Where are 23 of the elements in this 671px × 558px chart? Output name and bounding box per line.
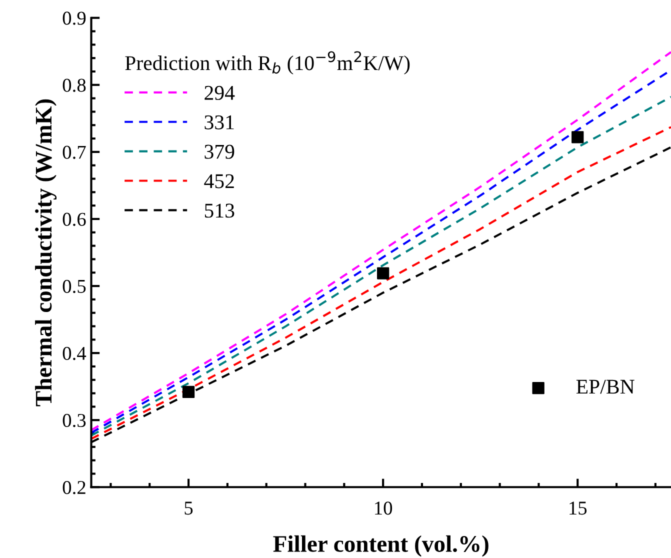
x-tick-label: 5 <box>184 502 193 515</box>
y-tick-label: 0.3 <box>62 414 86 428</box>
point <box>572 131 584 144</box>
legend-label: EP/BN <box>576 380 634 394</box>
y-tick-label: 0.9 <box>62 12 86 25</box>
legend-label: 294 <box>204 86 235 100</box>
y-tick-label: 0.8 <box>62 78 86 92</box>
point <box>377 267 390 280</box>
y-tick-label: 0.6 <box>62 212 86 226</box>
x-tick-label: 15 <box>570 502 587 515</box>
y-axis-title: Thermal conductivity (W/mK) <box>35 99 57 406</box>
point <box>182 386 195 398</box>
legend-title: Prediction with R$_{b}$ (10$^{−9}$m$^{2}$K/W) <box>125 51 410 74</box>
legend-label: 452 <box>204 174 234 188</box>
x-tick-label: 10 <box>375 502 392 515</box>
y-tick-label: 0.7 <box>62 146 86 159</box>
legend-label: 513 <box>204 204 234 218</box>
y-tick-label: 0.4 <box>62 346 86 360</box>
legend-label: 379 <box>204 144 234 159</box>
y-tick-label: 0.5 <box>62 280 86 294</box>
legend-label: 331 <box>204 115 234 130</box>
y-tick-label: 0.2 <box>62 480 86 494</box>
x-axis-title: Filler content (vol.%) <box>273 535 488 557</box>
